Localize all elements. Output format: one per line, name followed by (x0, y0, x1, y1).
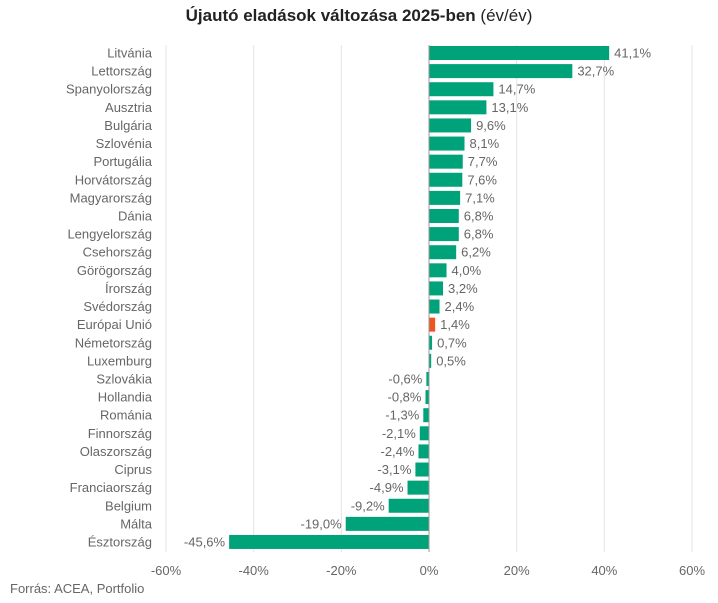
bar (429, 299, 440, 314)
data-label: 6,2% (461, 245, 491, 260)
category-label: Észtország (88, 534, 152, 549)
category-label: Spanyolország (66, 82, 152, 97)
bar (429, 100, 487, 115)
bar (429, 281, 444, 296)
category-label: Horvátország (75, 172, 152, 187)
category-label: Görögország (77, 263, 152, 278)
bar (429, 245, 457, 260)
data-label: 6,8% (464, 227, 494, 242)
x-tick-label: 60% (679, 563, 705, 578)
category-label: Málta (120, 516, 153, 531)
bar (429, 46, 610, 60)
category-label: Litvánia (107, 46, 153, 61)
data-label: 4,0% (452, 263, 482, 278)
category-label: Csehország (83, 245, 152, 260)
data-label: -45,6% (184, 534, 226, 549)
x-tick-label: 0% (420, 563, 439, 578)
bar (229, 534, 429, 549)
x-tick-label: 40% (591, 563, 617, 578)
x-tick-label: -20% (326, 563, 357, 578)
data-label: -4,9% (370, 480, 404, 495)
bar (429, 154, 463, 169)
bar (429, 136, 465, 151)
category-label: Ausztria (105, 100, 153, 115)
category-label: Románia (100, 408, 153, 423)
category-label: Franciaország (70, 480, 152, 495)
data-label: 9,6% (476, 118, 506, 133)
category-label: Németország (75, 335, 152, 350)
data-label: 41,1% (614, 46, 651, 61)
category-label: Hollandia (98, 390, 153, 405)
data-label: -9,2% (351, 498, 385, 513)
category-label: Európai Unió (77, 317, 152, 332)
data-label: 8,1% (470, 136, 500, 151)
bar (429, 82, 494, 97)
data-label: 32,7% (577, 64, 614, 79)
data-label: -2,1% (382, 426, 416, 441)
chart-title: Újautó eladások változása 2025-ben (év/é… (185, 6, 533, 25)
bar (429, 317, 436, 332)
data-label: 6,8% (464, 208, 494, 223)
category-label: Lengyelország (67, 227, 152, 242)
data-label: 7,7% (468, 154, 498, 169)
data-label: 3,2% (448, 281, 478, 296)
data-label: -0,8% (388, 390, 422, 405)
category-label: Szlovákia (96, 371, 152, 386)
bar (429, 208, 459, 223)
data-label: 0,7% (437, 335, 467, 350)
category-label: Finnország (88, 426, 152, 441)
bar (426, 371, 429, 386)
data-label: -3,1% (377, 462, 411, 477)
category-label: Luxemburg (87, 353, 152, 368)
category-label: Ciprus (114, 462, 152, 477)
bar (429, 64, 573, 79)
x-tick-label: -40% (238, 563, 269, 578)
bar (429, 190, 461, 205)
bar (429, 118, 472, 133)
data-label: -1,3% (385, 408, 419, 423)
bar (429, 263, 447, 278)
bar (407, 480, 429, 495)
bar (345, 516, 429, 531)
source-note: Forrás: ACEA, Portfolio (10, 581, 145, 596)
bar (429, 353, 432, 368)
category-label: Írország (105, 281, 152, 296)
bar (388, 498, 429, 513)
bar (425, 390, 429, 405)
data-label: -0,6% (388, 371, 422, 386)
category-label: Dánia (118, 208, 153, 223)
category-label: Magyarország (70, 190, 152, 205)
x-tick-label: -60% (151, 563, 182, 578)
bar (418, 444, 429, 459)
category-label: Svédország (83, 299, 152, 314)
bar (429, 227, 459, 242)
bar (423, 408, 429, 423)
category-label: Bulgária (104, 118, 152, 133)
data-label: 2,4% (445, 299, 475, 314)
x-tick-label: 20% (504, 563, 530, 578)
bar (429, 172, 463, 187)
bar (429, 335, 433, 350)
data-label: 13,1% (491, 100, 528, 115)
category-label: Belgium (105, 498, 152, 513)
data-label: 14,7% (498, 82, 535, 97)
bar (419, 426, 429, 441)
data-label: 7,6% (467, 172, 497, 187)
category-label: Olaszország (80, 444, 152, 459)
category-label: Szlovénia (96, 136, 153, 151)
category-label: Portugália (93, 154, 152, 169)
category-label: Lettország (91, 64, 152, 79)
data-label: 0,5% (436, 353, 466, 368)
data-label: -19,0% (301, 516, 343, 531)
data-label: -2,4% (381, 444, 415, 459)
bar (415, 462, 429, 477)
data-label: 7,1% (465, 190, 495, 205)
data-label: 1,4% (440, 317, 470, 332)
